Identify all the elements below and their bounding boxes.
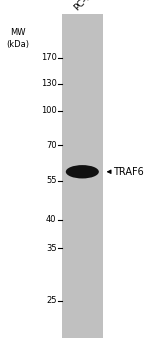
Text: 130: 130 [41,79,57,88]
Text: 55: 55 [46,176,57,185]
Text: 70: 70 [46,141,57,150]
Text: 35: 35 [46,244,57,253]
Ellipse shape [66,165,99,178]
Text: 40: 40 [46,215,57,225]
Text: 25: 25 [46,296,57,306]
Text: 100: 100 [41,106,57,115]
Bar [62,14,103,338]
Text: 170: 170 [41,53,57,62]
Text: MW: MW [10,28,25,37]
Text: PC-12: PC-12 [72,0,97,12]
Text: TRAF6: TRAF6 [113,167,144,177]
Text: (kDa): (kDa) [6,39,29,49]
